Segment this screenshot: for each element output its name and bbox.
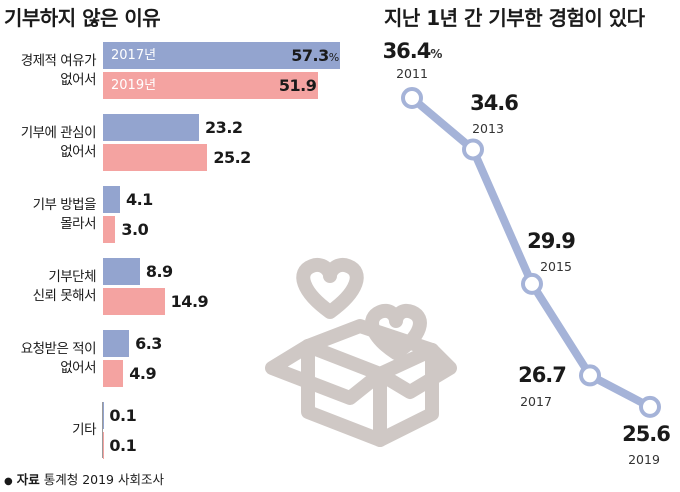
category-label: 기부에 관심이 없어서: [20, 124, 97, 160]
line-chart-title: 지난 1년 간 기부한 경험이 있다: [384, 6, 645, 30]
bar-value-label: 0.1: [109, 432, 136, 459]
data-value-label: 29.9: [527, 229, 575, 253]
category-label: 기타: [72, 422, 96, 438]
data-value-text: 26.7: [518, 363, 566, 387]
x-tick-label: 2015: [540, 259, 572, 274]
bar-value-text: 4.1: [125, 190, 153, 209]
bar-value-label: 4.9: [129, 360, 156, 387]
bar-value-text: 6.3: [135, 334, 162, 353]
data-point-marker: [401, 87, 423, 109]
bar-value-label: 8.9: [146, 258, 173, 285]
box-right-flap: [373, 343, 457, 399]
bar-axis-line: [102, 402, 103, 458]
bar-value-text: 0.1: [109, 436, 137, 455]
bar-value-label: 4.1: [126, 186, 153, 213]
data-point-marker: [579, 364, 601, 387]
bar-value-label: 0.1: [109, 402, 136, 429]
bar-2019: [103, 216, 116, 243]
bar-value-text: 57.3: [291, 46, 329, 65]
bar-2017: [103, 258, 140, 285]
bar-2019: [103, 72, 318, 99]
bar-2017: [103, 114, 200, 141]
bar-value-label: 6.3: [135, 330, 162, 357]
bar-2017: [103, 186, 120, 213]
x-tick-label: 2019: [628, 452, 660, 467]
bar-value-text: 4.9: [129, 364, 157, 383]
source-label: 자료: [16, 472, 40, 487]
category-label: 요청받은 적이 없어서: [20, 340, 97, 376]
x-tick-label: 2017: [520, 394, 552, 409]
data-value-label: 25.6: [622, 422, 670, 446]
x-tick-label: 2013: [472, 121, 504, 136]
category-label: 경제적 여유가 없어서: [20, 52, 97, 88]
bar-value-text: 14.9: [170, 292, 209, 311]
heart-left-icon: [296, 258, 364, 319]
source-text: 통계청 2019 사회조사: [43, 472, 164, 487]
bar-value-text: 3.0: [121, 220, 149, 239]
box-right-face: [373, 343, 439, 447]
data-point-marker: [462, 138, 484, 161]
bullet-icon: ●: [4, 476, 13, 487]
bar-value-label: 14.9: [170, 288, 209, 315]
category-label: 기부단체 신뢰 못해서: [32, 268, 97, 304]
bar-chart-title: 기부하지 않은 이유: [4, 6, 161, 30]
bar-value-label: 25.2: [213, 144, 251, 171]
bar-value-label: 23.2: [205, 114, 243, 141]
bar-value-text: 8.9: [145, 262, 173, 281]
heart-right-icon: [365, 303, 427, 360]
data-value-text: 29.9: [527, 229, 575, 253]
data-value-text: 34.6: [470, 91, 518, 115]
box-left-flap: [265, 339, 387, 405]
data-value-label: 26.7: [518, 363, 566, 387]
box-back-flap: [301, 319, 439, 357]
bar-value-text: 51.9: [278, 76, 317, 95]
bar-value-text: 23.2: [205, 118, 243, 137]
source-note: ● 자료 통계청 2019 사회조사: [4, 469, 164, 488]
data-value-text: 36.4: [383, 39, 431, 63]
data-point-marker: [521, 272, 543, 295]
bar-value-text: 0.1: [109, 406, 137, 425]
data-value-text: 25.6: [622, 422, 670, 446]
bar-value-unit: %: [328, 51, 339, 64]
bar-2019: [103, 144, 208, 171]
data-value-label: 36.4%: [383, 39, 443, 63]
x-tick-label: 2011: [396, 66, 428, 81]
category-label: 기부 방법을 몰라서: [32, 196, 97, 232]
gift-box-with-hearts-icon: [265, 258, 457, 447]
bar-value-label: 57.3%: [291, 42, 339, 71]
bar-2019: [103, 288, 165, 315]
bar-value-text: 25.2: [213, 148, 251, 167]
data-point-marker: [639, 395, 661, 418]
bar-value-label: 51.9: [278, 72, 317, 99]
bar-2017: [103, 330, 130, 357]
series-legend-label: 2017년: [111, 48, 157, 63]
series-legend-label: 2019년: [111, 78, 157, 93]
bar-value-label: 3.0: [121, 216, 148, 243]
bar-2019: [103, 360, 124, 387]
data-value-unit: %: [430, 47, 442, 61]
bar-2017: [103, 42, 341, 69]
data-value-label: 34.6: [470, 91, 518, 115]
